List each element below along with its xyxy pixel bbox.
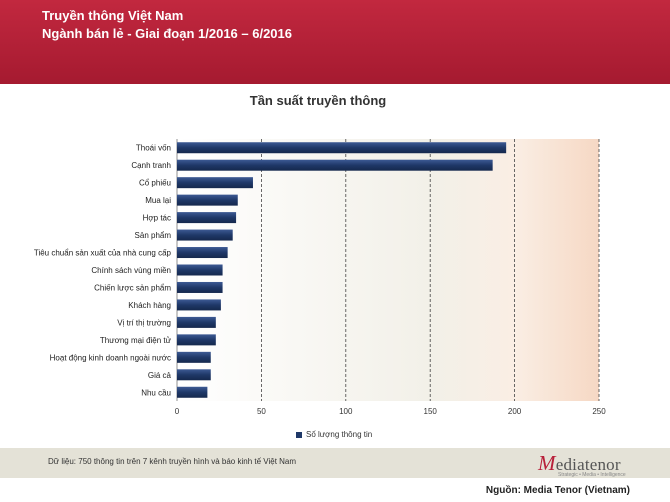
category-label: Mua lại [145,196,171,205]
bar [177,194,238,206]
category-label: Khách hàng [128,301,171,310]
x-tick-label: 150 [424,407,438,416]
category-label: Thoái vốn [136,144,171,153]
category-label: Chính sách vùng miền [91,266,171,275]
report-title: Truyền thông Việt Nam [42,8,184,23]
bar [177,264,223,276]
x-tick-label: 0 [175,407,180,416]
chart-title: Tần suất truyền thông [249,93,387,108]
bar [177,212,237,224]
bar [177,316,216,328]
bar [177,386,208,398]
category-label: Cạnh tranh [131,161,171,170]
logo-tagline: Strategic • Media • Intelligence [558,472,626,478]
report-header: Truyền thông Việt Nam Ngành bán lẻ - Gia… [0,0,670,84]
category-label: Tiêu chuẩn sản xuất của nhà cung cấp [34,249,172,258]
x-tick-label: 200 [508,407,522,416]
bar-chart: Thoái vốn Cạnh tranh Cổ phiếu Mua lại Hợp tá… [34,139,606,416]
bar [177,229,233,241]
report-subtitle: Ngành bán lẻ - Giai đoạn 1/2016 – 6/2016 [42,26,292,41]
category-label: Cổ phiếu [139,179,171,188]
category-label: Vị trí thị trường [117,318,171,327]
x-tick-label: 100 [339,407,353,416]
category-label: Nhu cầu [141,388,171,397]
legend-swatch [296,431,302,438]
category-label: Hoạt động kinh doanh ngoài nước [50,353,171,362]
media-tenor-logo: Mediatenor Strategic • Media • Intellige… [538,451,626,478]
category-label: Sản phẩm [135,231,172,240]
data-note: Dữ liệu: 750 thông tin trên 7 kênh truyề… [48,457,297,466]
x-tick-label: 250 [592,407,606,416]
bar [177,142,507,154]
bar [177,177,253,189]
legend-label: Số lượng thông tin [306,430,373,439]
category-label: Giá cả [148,371,172,380]
category-label: Thương mại điện tử [100,336,172,345]
bar [177,334,216,346]
x-tick-label: 50 [257,407,266,416]
bar [177,351,211,363]
footer-bar: Dữ liệu: 750 thông tin trên 7 kênh truyề… [0,448,670,478]
logo-wordmark: Mediatenor [538,451,621,475]
category-label: Hợp tác [143,214,171,223]
bar [177,369,211,381]
bar [177,299,221,311]
chart-legend: Số lượng thông tin [296,430,372,439]
bar [177,159,493,171]
category-label: Chiến lược sản phẩm [94,283,171,292]
bar [177,247,228,259]
source-credit: Nguồn: Media Tenor (Vietnam) [485,485,630,496]
bar [177,281,223,293]
